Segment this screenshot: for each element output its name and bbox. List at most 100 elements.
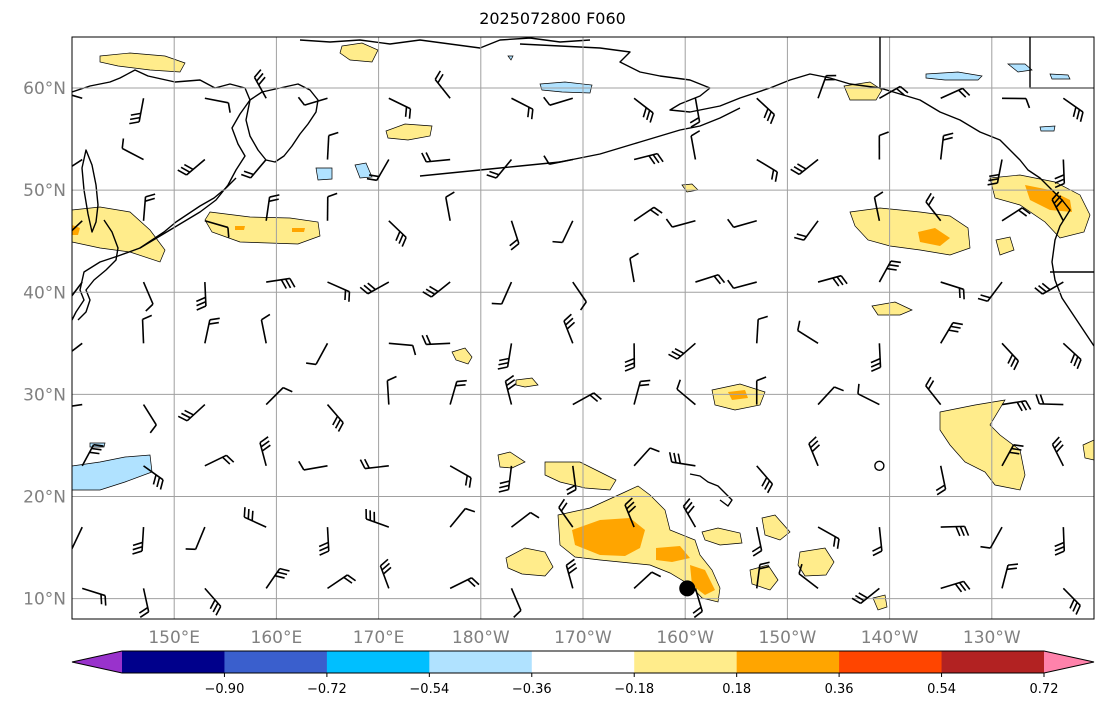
lon-tick-label: 140°W	[861, 628, 919, 648]
wind-barb	[366, 159, 390, 182]
wind-barb	[72, 342, 83, 353]
calm-wind-circle	[874, 460, 885, 472]
anomaly-patch	[918, 228, 950, 246]
wind-barb	[668, 452, 696, 467]
wind-barb	[177, 403, 206, 422]
anomaly-patch	[339, 42, 379, 63]
anomaly-patch	[1082, 439, 1094, 461]
anomaly-patch	[385, 123, 433, 141]
wind-barb	[204, 454, 235, 467]
anomaly-patch	[701, 527, 743, 546]
anomaly-patch	[235, 226, 245, 230]
wind-barb	[572, 281, 587, 311]
wind-barb	[509, 220, 520, 251]
colorbar-max-extension	[1044, 651, 1094, 673]
colorbar-tick-label: 0.36	[825, 682, 854, 697]
colorbar-tick-label: 0.72	[1030, 682, 1059, 697]
anomaly-patch	[690, 565, 715, 595]
wind-barb	[1001, 563, 1019, 589]
wind-barb	[240, 159, 267, 179]
wind-barb	[756, 97, 776, 125]
lat-tick-label: 10°N	[23, 590, 66, 610]
wind-barb	[756, 158, 779, 182]
wind-barb	[121, 138, 144, 161]
wind-barb	[873, 191, 884, 221]
anomaly-patch	[1039, 125, 1056, 132]
wind-barb	[266, 277, 296, 289]
wind-barb	[566, 465, 577, 496]
wind-barb	[633, 447, 660, 467]
colorbar-tick-label: −0.36	[512, 682, 552, 697]
wind-barb	[1034, 281, 1064, 295]
wind-barb	[72, 281, 83, 297]
wind-barb	[142, 281, 154, 312]
wind-barb	[81, 587, 107, 606]
anomaly-patch	[1049, 73, 1071, 80]
wind-barb	[727, 218, 757, 229]
wind-barb	[987, 159, 1003, 186]
wind-barb	[857, 383, 880, 406]
wind-barb	[878, 260, 901, 283]
wind-barb	[935, 465, 947, 496]
anomaly-patch	[99, 52, 186, 73]
wind-barb	[359, 281, 390, 295]
wind-barb	[486, 159, 513, 179]
wind-barb	[1001, 342, 1020, 371]
wind-barb	[510, 588, 522, 618]
coastline-asia	[72, 69, 251, 321]
wind-barb	[1035, 394, 1064, 406]
wind-barb	[629, 252, 639, 283]
wind-barb	[449, 577, 480, 590]
wind-barb	[565, 558, 578, 589]
colorbar-tick-label: −0.18	[614, 682, 654, 697]
anomaly-patch	[497, 451, 526, 469]
colorbar-min-extension	[72, 651, 122, 673]
wind-barb	[756, 465, 774, 494]
wind-barb	[543, 155, 573, 165]
coastline-hawaii	[689, 473, 733, 507]
colorbar-segment	[531, 651, 635, 673]
wind-barb	[633, 379, 651, 405]
wind-barb	[1001, 207, 1031, 222]
wind-barb	[755, 376, 767, 405]
anomaly-patch	[728, 390, 748, 400]
wind-barb	[980, 526, 1003, 549]
wind-barb	[422, 281, 451, 298]
map-title: 2025072800 F060	[479, 9, 626, 28]
wind-barb	[306, 342, 329, 366]
wind-barb	[796, 320, 819, 344]
wind-barb	[552, 220, 574, 244]
wind-barb	[925, 376, 942, 406]
colorbar-segment	[634, 651, 738, 673]
wind-barb	[676, 379, 696, 406]
wind-barb	[204, 587, 222, 616]
anomaly-shading	[72, 42, 1094, 611]
wind-barb	[141, 314, 153, 344]
wind-barb	[940, 87, 971, 99]
wind-barb	[543, 96, 574, 106]
lon-tick-label: 170°W	[554, 628, 612, 648]
wind-barb	[794, 220, 819, 241]
wind-barb	[449, 507, 476, 528]
wind-barb	[727, 279, 757, 290]
wind-barb	[421, 152, 451, 163]
wind-barb	[72, 220, 83, 232]
wind-barb	[689, 98, 701, 128]
anomaly-patch	[925, 71, 983, 81]
wind-barb	[751, 526, 763, 557]
wind-barb	[940, 525, 970, 537]
wind-barb	[243, 507, 267, 528]
wind-barb	[977, 281, 1003, 303]
wind-barb	[297, 96, 328, 106]
wind-barb	[633, 571, 662, 589]
wind-barb	[1054, 159, 1066, 189]
wind-barb	[633, 97, 654, 123]
colorbar-segment	[429, 651, 533, 673]
coastline-aleutians	[419, 107, 741, 177]
wind-barb	[563, 313, 576, 344]
lon-tick-label: 150°W	[759, 628, 817, 648]
wind-barb	[449, 379, 467, 405]
anomaly-patch	[507, 55, 514, 61]
lon-tick-label: 170°E	[353, 628, 405, 648]
